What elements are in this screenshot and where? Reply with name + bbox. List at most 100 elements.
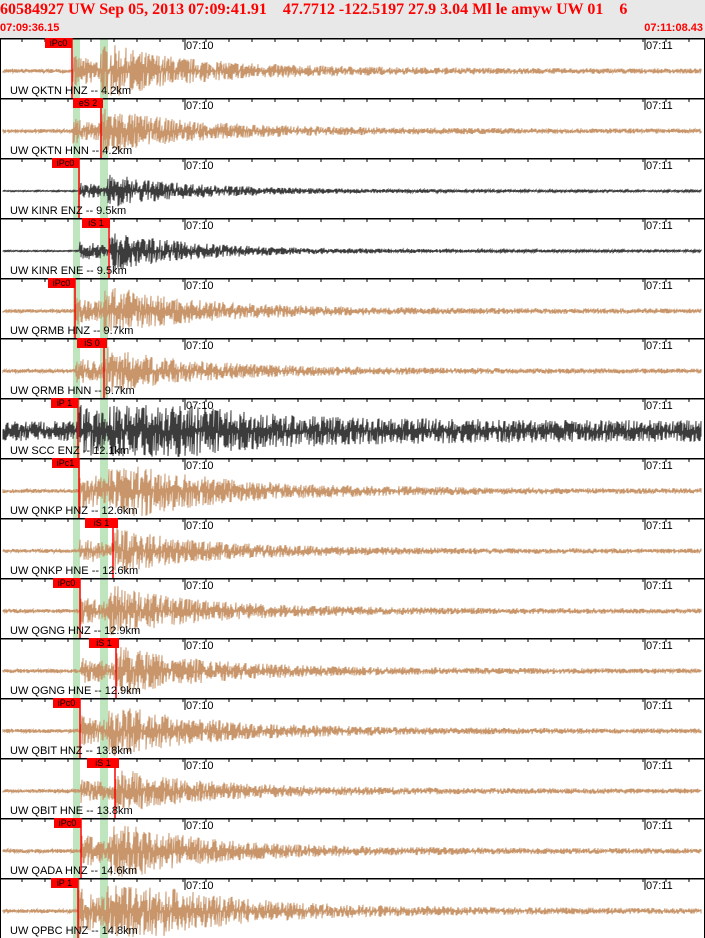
time-tick-label: 07:11: [646, 280, 673, 292]
time-tick-label: 07:10: [186, 460, 214, 472]
phase-pick-flag[interactable]: iP 1: [51, 398, 78, 408]
phase-pick-flag[interactable]: iPc1: [52, 458, 79, 468]
time-tick-label: 07:11: [646, 760, 673, 772]
station-channel-label: UW QNKP HNZ -- 12.6km: [10, 505, 138, 517]
trace-panel[interactable]: iPc0 07:10 07:11 UW QGNG HNZ -- 12.9km: [0, 578, 705, 638]
station-channel-label: UW KINR ENZ -- 9.5km: [10, 205, 127, 217]
p-window-band: [73, 458, 80, 518]
time-tick-label: 07:11: [646, 640, 673, 652]
phase-pick-flag[interactable]: iPc0: [45, 38, 72, 48]
p-window-band: [73, 218, 80, 278]
station-channel-label: UW QRMB HNN -- 9.7km: [10, 385, 135, 397]
seismogram-trace: [2, 708, 702, 756]
seismogram-trace: [2, 647, 702, 695]
time-tick-label: 07:10: [186, 220, 214, 232]
p-window-band: [73, 878, 80, 938]
phase-pick-flag[interactable]: iP 1: [51, 878, 78, 888]
phase-pick-flag[interactable]: iS 0: [77, 338, 107, 348]
p-window-band: [73, 158, 80, 218]
phase-pick-flag[interactable]: iS 1: [87, 758, 119, 768]
start-time: 07:09:36.15: [0, 22, 60, 34]
time-tick-label: 07:10: [186, 880, 214, 892]
time-tick-label: 07:10: [186, 400, 214, 412]
p-window-band: [73, 578, 80, 638]
trace-panel[interactable]: iPc0 07:10 07:11 UW KINR ENZ -- 9.5km: [0, 158, 705, 218]
seismogram-trace: [2, 347, 702, 396]
s-window-band: [100, 518, 108, 578]
waveform-plot: [0, 218, 705, 278]
time-tick-label: 07:11: [646, 880, 673, 892]
p-window-band: [73, 698, 80, 758]
time-tick-label: 07:11: [646, 700, 673, 712]
time-tick-label: 07:11: [646, 460, 673, 472]
phase-pick-flag[interactable]: iS 1: [85, 518, 118, 528]
p-window-band: [73, 638, 80, 698]
phase-pick-flag[interactable]: eS 2: [73, 98, 103, 108]
phase-pick-flag[interactable]: iS 1: [82, 218, 110, 228]
station-channel-label: UW QNKP HNE -- 12.6km: [10, 565, 139, 577]
time-tick-label: 07:10: [186, 280, 214, 292]
trace-panel[interactable]: iPc0 07:10 07:11 UW QRMB HNZ -- 9.7km: [0, 278, 705, 338]
time-tick-label: 07:10: [186, 100, 214, 112]
time-tick-label: 07:11: [646, 820, 673, 832]
waveform-plot: [0, 458, 705, 518]
time-tick-label: 07:10: [186, 340, 214, 352]
waveform-plot: [0, 698, 705, 758]
time-tick-label: 07:10: [186, 640, 214, 652]
time-tick-label: 07:10: [186, 520, 214, 532]
waveform-plot: [0, 158, 705, 218]
waveform-plot: [0, 878, 705, 938]
waveform-plot: [0, 38, 705, 98]
seismogram-trace: [2, 825, 702, 877]
phase-pick-flag[interactable]: iPc0: [53, 698, 80, 708]
time-tick-label: 07:11: [646, 400, 673, 412]
station-channel-label: UW QKTN HNZ -- 4.2km: [10, 85, 131, 97]
trace-panel[interactable]: iP 1 07:10 07:11 UW SCC ENZ -- 12.1km: [0, 398, 705, 458]
time-tick-label: 07:11: [646, 100, 673, 112]
trace-panel[interactable]: iP 1 07:10 07:11 UW QPBC HNZ -- 14.8km: [0, 878, 705, 938]
end-time: 07:11:08.43: [644, 22, 703, 34]
seismogram-trace: [2, 770, 702, 810]
time-tick-label: 07:11: [646, 580, 673, 592]
time-tick-label: 07:11: [646, 160, 673, 172]
s-window-band: [100, 758, 108, 818]
event-header: 60584927 UW Sep 05, 2013 07:09:41.91 47.…: [0, 0, 705, 38]
p-window-band: [73, 758, 80, 818]
seismogram-trace: [2, 527, 702, 571]
station-channel-label: UW QBIT HNE -- 13.8km: [10, 805, 133, 817]
waveform-plot: [0, 98, 705, 158]
seismogram-trace: [2, 233, 702, 271]
time-tick-label: 07:10: [186, 700, 214, 712]
station-channel-label: UW KINR ENE -- 9.5km: [10, 265, 127, 277]
time-tick-label: 07:10: [186, 580, 214, 592]
seismogram-trace: [2, 174, 702, 207]
station-channel-label: UW QRMB HNZ -- 9.7km: [10, 325, 134, 337]
seismogram-trace: [2, 466, 702, 517]
phase-pick-flag[interactable]: iPc0: [48, 278, 75, 288]
trace-panel[interactable]: iS 1 07:10 07:11 UW QBIT HNE -- 13.8km: [0, 758, 705, 818]
time-tick-label: 07:11: [646, 220, 673, 232]
trace-panel[interactable]: iS 1 07:10 07:11 UW KINR ENE -- 9.5km: [0, 218, 705, 278]
trace-panel[interactable]: eS 2 07:10 07:11 UW QKTN HNN -- 4.2km: [0, 98, 705, 158]
station-channel-label: UW SCC ENZ -- 12.1km: [10, 445, 130, 457]
time-tick-label: 07:10: [186, 760, 214, 772]
seismogram-trace: [2, 287, 702, 333]
trace-panel[interactable]: iPc0 07:10 07:11 UW QBIT HNZ -- 13.8km: [0, 698, 705, 758]
trace-panel[interactable]: iPc0 07:10 07:11 UW QADA HNZ -- 14.6km: [0, 818, 705, 878]
time-tick-label: 07:10: [186, 40, 214, 52]
phase-pick-flag[interactable]: iPc0: [54, 818, 81, 828]
seismogram-trace: [2, 404, 702, 457]
trace-panel[interactable]: iPc1 07:10 07:11 UW QNKP HNZ -- 12.6km: [0, 458, 705, 518]
phase-pick-flag[interactable]: iPc0: [52, 158, 79, 168]
p-window-band: [73, 518, 80, 578]
seismogram-trace: [2, 45, 702, 96]
trace-panel[interactable]: iS 0 07:10 07:11 UW QRMB HNN -- 9.7km: [0, 338, 705, 398]
time-tick-label: 07:10: [186, 160, 214, 172]
station-channel-label: UW QGNG HNZ -- 12.9km: [10, 625, 141, 637]
trace-panel[interactable]: iS 1 07:10 07:11 UW QNKP HNE -- 12.6km: [0, 518, 705, 578]
phase-pick-flag[interactable]: iPc0: [53, 578, 80, 588]
trace-panel[interactable]: iS 1 07:10 07:11 UW QGNG HNE -- 12.9km: [0, 638, 705, 698]
phase-pick-flag[interactable]: iS 1: [89, 638, 119, 648]
time-tick-label: 07:11: [646, 40, 673, 52]
trace-panel[interactable]: iPc0 07:10 07:11 UW QKTN HNZ -- 4.2km: [0, 38, 705, 98]
